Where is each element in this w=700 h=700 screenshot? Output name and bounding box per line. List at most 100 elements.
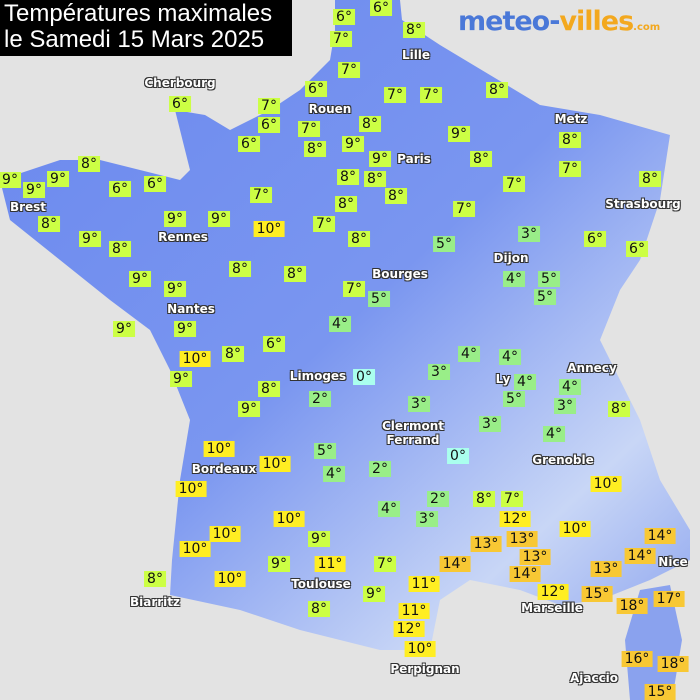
temperature-label: 10° [203, 441, 235, 457]
temperature-label: 3° [428, 364, 450, 380]
temperature-label: 5° [534, 289, 556, 305]
temperature-label: 7° [330, 31, 352, 47]
temperature-label: 0° [353, 369, 375, 385]
temperature-label: 9° [208, 211, 230, 227]
temperature-label: 6° [305, 81, 327, 97]
temperature-label: 12° [499, 511, 531, 527]
temperature-label: 9° [170, 371, 192, 387]
temperature-label: 9° [308, 531, 330, 547]
temperature-label: 9° [79, 231, 101, 247]
temperature-label: 10° [259, 456, 291, 472]
temperature-label: 2° [309, 391, 331, 407]
temperature-label: 14° [439, 556, 471, 572]
temperature-label: 6° [584, 231, 606, 247]
temperature-label: 13° [519, 549, 551, 565]
city-label: Dijon [493, 251, 529, 265]
temperature-label: 15° [581, 586, 613, 602]
temperature-label: 5° [433, 236, 455, 252]
city-label: Strasbourg [605, 197, 681, 211]
temperature-label: 9° [113, 321, 135, 337]
temperature-label: 7° [298, 121, 320, 137]
temperature-label: 0° [447, 448, 469, 464]
temperature-label: 8° [470, 151, 492, 167]
temperature-label: 14° [509, 566, 541, 582]
temperature-label: 9° [268, 556, 290, 572]
temperature-label: 13° [590, 561, 622, 577]
temperature-label: 8° [304, 141, 326, 157]
city-label: Nice [658, 555, 688, 569]
city-label: Clermont Ferrand [381, 419, 445, 447]
temperature-label: 8° [222, 346, 244, 362]
meteo-villes-logo[interactable]: meteo-villes.com [458, 6, 660, 37]
temperature-label: 4° [499, 349, 521, 365]
temperature-label: 9° [0, 172, 21, 188]
temperature-label: 10° [179, 351, 211, 367]
temperature-label: 8° [109, 241, 131, 257]
temperature-label: 7° [501, 491, 523, 507]
title-line-2: le Samedi 15 Mars 2025 [4, 26, 265, 53]
temperature-label: 9° [238, 401, 260, 417]
city-label: Nantes [167, 302, 215, 316]
temperature-label: 8° [639, 171, 661, 187]
temperature-label: 9° [342, 136, 364, 152]
temperature-label: 9° [164, 281, 186, 297]
temperature-label: 6° [626, 241, 648, 257]
logo-part-1: meteo- [458, 6, 560, 37]
temperature-label: 7° [420, 87, 442, 103]
city-label: Bourges [372, 267, 428, 281]
temperature-label: 16° [621, 651, 653, 667]
city-label: Lille [401, 48, 431, 62]
temperature-label: 7° [503, 176, 525, 192]
temperature-label: 4° [514, 374, 536, 390]
temperature-label: 8° [364, 171, 386, 187]
temperature-label: 4° [329, 316, 351, 332]
temperature-label: 8° [144, 571, 166, 587]
temperature-label: 4° [559, 379, 581, 395]
temperature-label: 4° [458, 346, 480, 362]
city-label: Biarritz [129, 595, 181, 609]
temperature-label: 14° [644, 528, 676, 544]
temperature-label: 4° [378, 501, 400, 517]
temperature-label: 10° [179, 541, 211, 557]
temperature-label: 7° [453, 201, 475, 217]
temperature-label: 8° [473, 491, 495, 507]
city-label: Metz [554, 112, 588, 126]
temperature-label: 10° [404, 641, 436, 657]
temperature-label: 6° [263, 336, 285, 352]
temperature-label: 6° [258, 117, 280, 133]
city-label: Limoges [289, 369, 347, 383]
city-label: Grenoble [532, 453, 594, 467]
temperature-label: 8° [308, 601, 330, 617]
temperature-label: 5° [538, 271, 560, 287]
temperature-label: 10° [590, 476, 622, 492]
logo-part-2: villes [559, 6, 634, 37]
temperature-label: 9° [448, 126, 470, 142]
temperature-label: 7° [384, 87, 406, 103]
city-label: Brest [9, 200, 47, 214]
temperature-label: 10° [273, 511, 305, 527]
temperature-label: 3° [408, 396, 430, 412]
temperature-label: 9° [369, 151, 391, 167]
temperature-label: 9° [174, 321, 196, 337]
temperature-label: 7° [374, 556, 396, 572]
temperature-label: 3° [416, 511, 438, 527]
map-title: Températures maximales le Samedi 15 Mars… [0, 0, 292, 56]
temperature-label: 15° [644, 684, 676, 700]
temperature-label: 7° [258, 98, 280, 114]
city-label: Rouen [308, 102, 352, 116]
temperature-label: 7° [313, 216, 335, 232]
temperature-label: 9° [164, 211, 186, 227]
city-label: Perpignan [390, 662, 460, 676]
temperature-label: 8° [348, 231, 370, 247]
temperature-label: 8° [385, 188, 407, 204]
city-label: Ly [495, 372, 511, 386]
temperature-label: 12° [393, 621, 425, 637]
temperature-label: 6° [109, 181, 131, 197]
temperature-label: 11° [408, 576, 440, 592]
temperature-label: 12° [537, 584, 569, 600]
temperature-label: 4° [323, 466, 345, 482]
temperature-label: 10° [214, 571, 246, 587]
temperature-label: 5° [368, 291, 390, 307]
temperature-label: 8° [258, 381, 280, 397]
temperature-label: 8° [337, 169, 359, 185]
